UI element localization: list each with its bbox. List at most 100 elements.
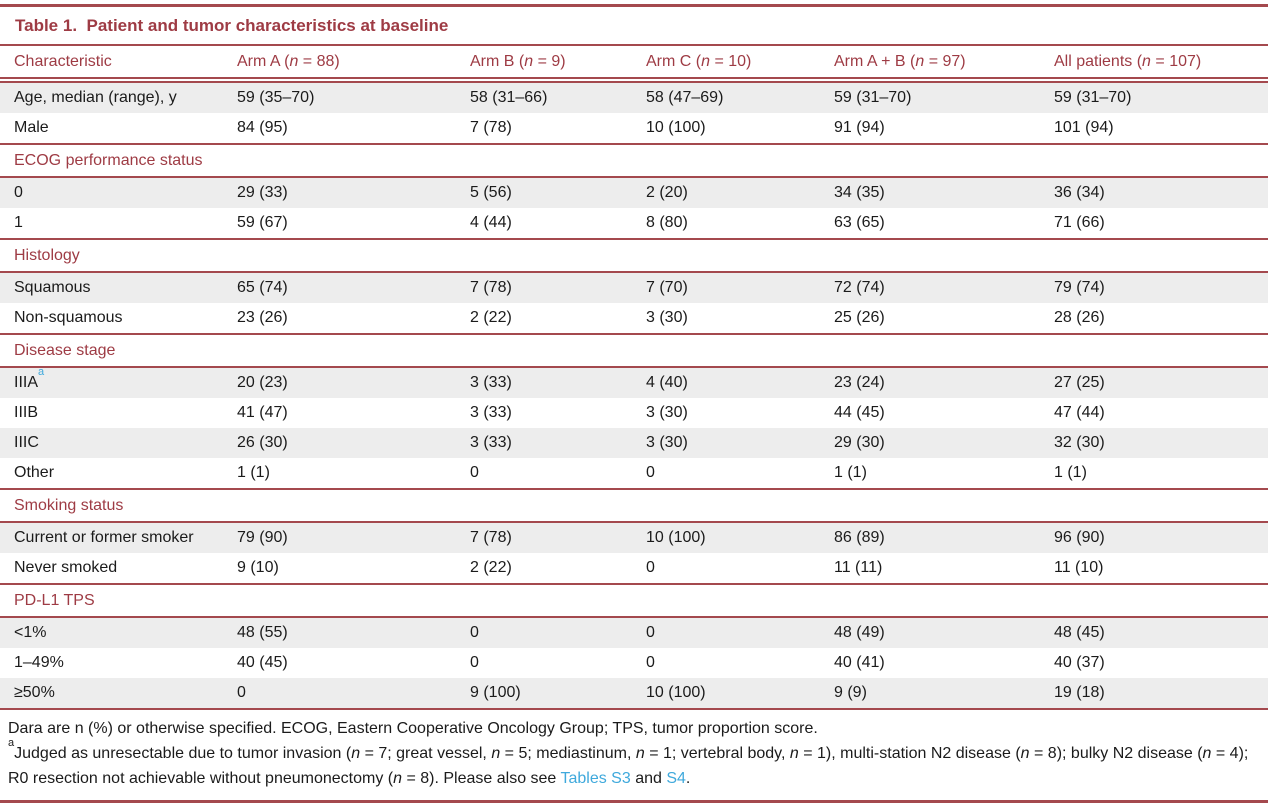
table-cell: 28 (26) bbox=[1054, 309, 1105, 326]
table-cell: 59 (67) bbox=[237, 214, 288, 231]
table-cell: 86 (89) bbox=[834, 523, 1054, 553]
table-cell: 79 (74) bbox=[1054, 273, 1268, 303]
row-label: IIIB bbox=[0, 398, 237, 428]
table-cell: 0 bbox=[646, 654, 655, 671]
text-segment: = 5; mediastinum, bbox=[500, 745, 636, 762]
table-cell: 63 (65) bbox=[834, 214, 885, 231]
text-segment: Male bbox=[14, 119, 49, 136]
text-segment: . bbox=[685, 770, 691, 787]
table-cell: 1 (1) bbox=[237, 464, 270, 481]
table-cell: 4 (40) bbox=[646, 368, 834, 398]
table-cell: 34 (35) bbox=[834, 178, 1054, 208]
footnote-marker: a bbox=[8, 736, 15, 749]
table-cell: 2 (20) bbox=[646, 178, 834, 208]
table-cell: 3 (33) bbox=[470, 368, 646, 398]
text-segment: = 8); bulky N2 disease ( bbox=[1029, 745, 1203, 762]
text-segment: Histology bbox=[14, 246, 80, 264]
table-cell: 10 (100) bbox=[646, 678, 834, 710]
text-segment: Current or former smoker bbox=[14, 529, 194, 546]
table-cell: 3 (33) bbox=[470, 428, 646, 458]
text-segment: = 107) bbox=[1150, 52, 1202, 70]
table-cell: 23 (26) bbox=[237, 309, 288, 326]
table-cell: 0 bbox=[470, 464, 479, 481]
row-label: IIIAa bbox=[0, 368, 237, 398]
text-segment: = 1), multi-station N2 disease ( bbox=[798, 745, 1021, 762]
table-cell: 2 (22) bbox=[470, 559, 512, 576]
table-title: Table 1. Patient and tumor characteristi… bbox=[0, 4, 1268, 46]
table-cell: 48 (49) bbox=[834, 618, 1054, 648]
italic-n: n bbox=[1202, 745, 1212, 762]
text-segment: 1 bbox=[14, 214, 23, 231]
table-cell: 72 (74) bbox=[834, 273, 1054, 303]
table-row: Other 1 (1) 0 0 1 (1) 1 (1) bbox=[0, 458, 1268, 488]
table-cell: 3 (30) bbox=[646, 428, 834, 458]
table-cell: 27 (25) bbox=[1054, 368, 1268, 398]
table-cell: 4 (44) bbox=[470, 214, 512, 231]
table-cell: 59 (35–70) bbox=[237, 83, 470, 113]
table-row: 0 29 (33) 5 (56) 2 (20) 34 (35) 36 (34) bbox=[0, 178, 1268, 208]
section-row: Smoking status bbox=[0, 488, 1268, 523]
table-cell: 0 bbox=[470, 618, 646, 648]
table-cell: 9 (10) bbox=[237, 559, 279, 576]
double-rule-segment bbox=[470, 79, 646, 83]
table-cell: 11 (10) bbox=[1054, 559, 1104, 576]
section-label: Histology bbox=[0, 238, 1268, 273]
table-cell: 7 (70) bbox=[646, 273, 834, 303]
row-label: Never smoked bbox=[0, 553, 237, 583]
text-segment: PD-L1 TPS bbox=[14, 591, 95, 609]
text-segment: Arm A ( bbox=[237, 52, 290, 70]
table-cell: 25 (26) bbox=[834, 309, 885, 326]
table-cell: 0 bbox=[470, 654, 479, 671]
table-cell: 0 bbox=[237, 678, 470, 710]
text-segment: Characteristic bbox=[14, 52, 112, 70]
table-cell: 29 (33) bbox=[237, 178, 470, 208]
row-label: ≥50% bbox=[0, 678, 237, 710]
table-cell: 10 (100) bbox=[646, 119, 706, 136]
section-row: Disease stage bbox=[0, 333, 1268, 368]
column-header: Arm A (n = 88) bbox=[237, 46, 470, 79]
double-rule-segment bbox=[0, 79, 237, 83]
text-segment: = 7; great vessel, bbox=[360, 745, 492, 762]
footnote-line: Dara are n (%) or otherwise specified. E… bbox=[8, 716, 1258, 741]
italic-n: n bbox=[701, 52, 711, 70]
text-segment: Non-squamous bbox=[14, 309, 123, 326]
link-tables-s3[interactable]: Tables S3 bbox=[560, 770, 631, 787]
italic-n: n bbox=[351, 745, 361, 762]
table-cell: 3 (30) bbox=[646, 309, 688, 326]
table-cell: 7 (78) bbox=[470, 119, 512, 136]
table-cell: 9 (100) bbox=[470, 678, 646, 710]
text-segment: = 97) bbox=[924, 52, 966, 70]
text-segment: IIIC bbox=[14, 434, 39, 451]
table-cell: 8 (80) bbox=[646, 214, 688, 231]
text-segment: Arm B ( bbox=[470, 52, 525, 70]
text-segment: = 88) bbox=[298, 52, 340, 70]
row-label: Current or former smoker bbox=[0, 523, 237, 553]
table-cell: 84 (95) bbox=[237, 119, 288, 136]
text-segment: Never smoked bbox=[14, 559, 118, 576]
table-cell: 9 (9) bbox=[834, 678, 1054, 710]
table-cell: 32 (30) bbox=[1054, 428, 1268, 458]
footnote-marker: a bbox=[38, 368, 45, 378]
text-segment: ECOG performance status bbox=[14, 151, 203, 169]
table-cell: 11 (11) bbox=[834, 559, 883, 576]
text-segment: ≥50% bbox=[14, 684, 55, 701]
text-segment: IIIA bbox=[14, 374, 39, 391]
table-row: Current or former smoker 79 (90) 7 (78) 10 … bbox=[0, 523, 1268, 553]
text-segment: All patients ( bbox=[1054, 52, 1143, 70]
text-segment: Smoking status bbox=[14, 496, 124, 514]
link-s4[interactable]: S4 bbox=[666, 770, 686, 787]
footnote-line: aJudged as unresectable due to tumor inv… bbox=[8, 737, 1258, 791]
table-row: Age, median (range), y 59 (35–70) 58 (31–6… bbox=[0, 83, 1268, 113]
table-cell: 26 (30) bbox=[237, 428, 470, 458]
italic-n: n bbox=[1020, 745, 1030, 762]
text-segment: Dara are n (%) or otherwise specified. E… bbox=[8, 720, 818, 737]
double-rule-segment bbox=[237, 79, 470, 83]
table-cell: 59 (31–70) bbox=[1054, 83, 1268, 113]
table-row: IIIAa 20 (23) 3 (33) 4 (40) 23 (24) 27 (25) bbox=[0, 368, 1268, 398]
section-row: PD-L1 TPS bbox=[0, 583, 1268, 618]
table-cell: 23 (24) bbox=[834, 368, 1054, 398]
table-row: IIIB 41 (47) 3 (33) 3 (30) 44 (45) 47 (44) bbox=[0, 398, 1268, 428]
row-label: Other bbox=[0, 458, 237, 488]
table-cell: 96 (90) bbox=[1054, 523, 1268, 553]
section-label: Smoking status bbox=[0, 488, 1268, 523]
